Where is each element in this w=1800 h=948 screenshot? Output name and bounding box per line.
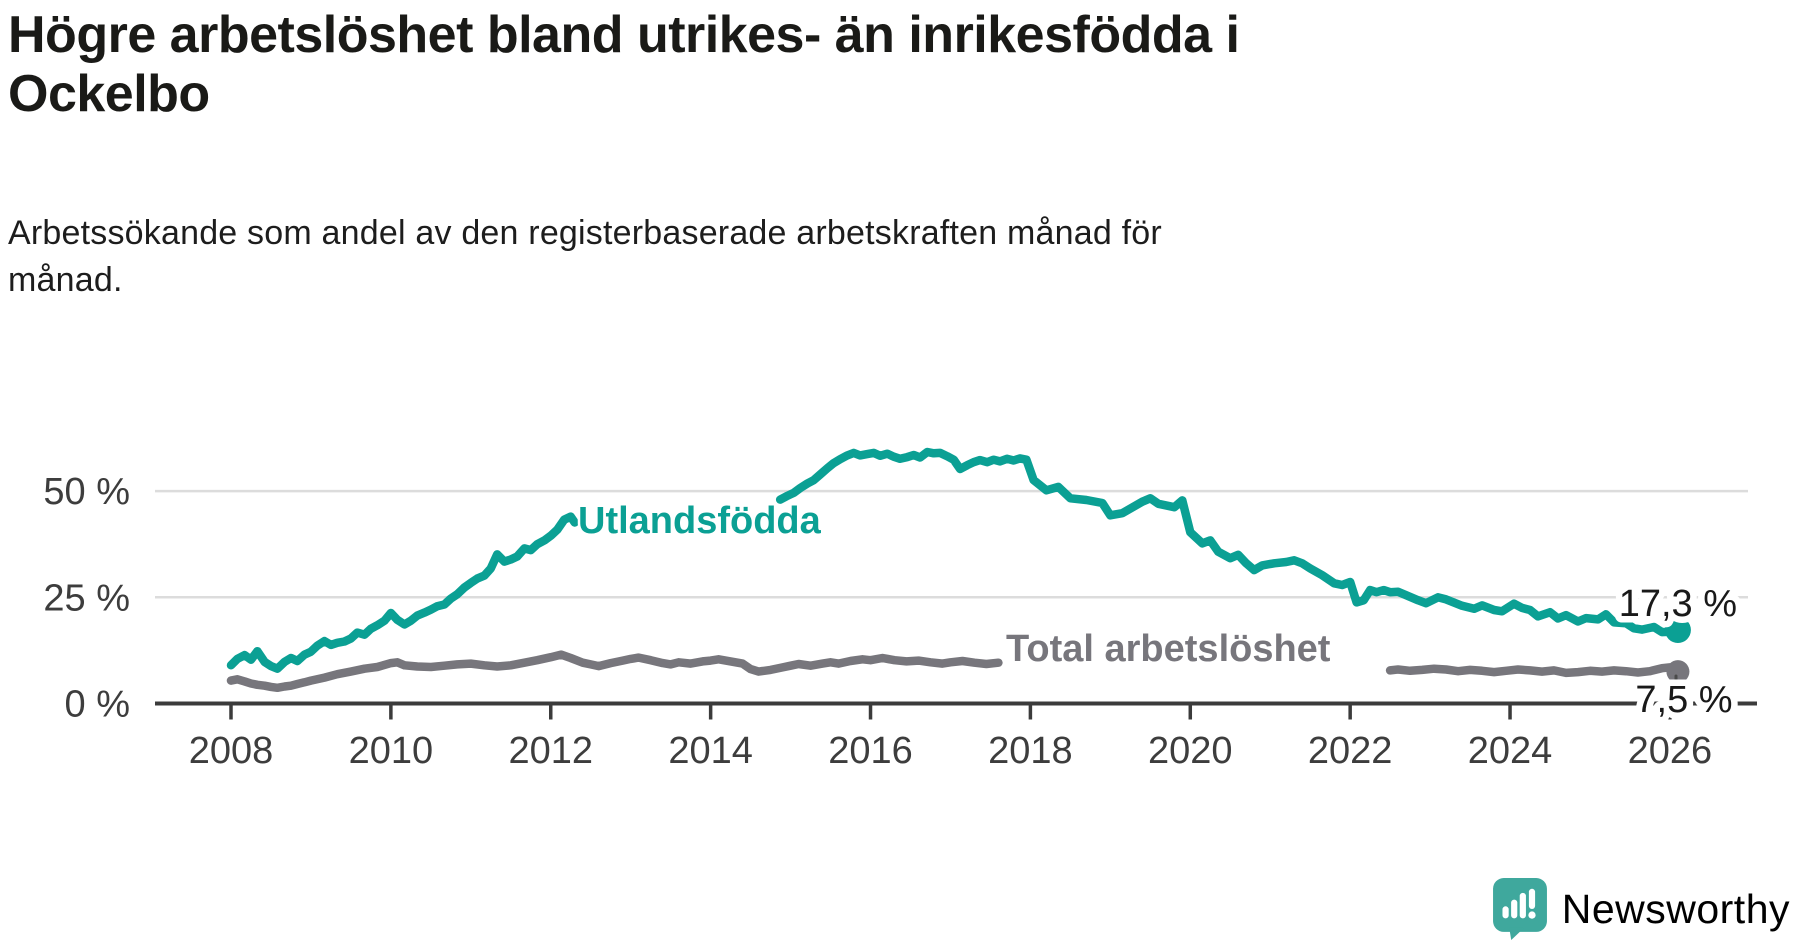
series-end-dot-utlandsfodda (1664, 617, 1691, 644)
page-title-line-2: Ockelbo (8, 65, 210, 124)
series-line-utlandsfodda-segment-1 (226, 512, 579, 673)
newsworthy-logo-icon (1492, 878, 1547, 940)
line-label-utlandsfodda: Utlandsfödda (578, 500, 822, 542)
y-tick-label-50: 50 % (43, 471, 130, 513)
logo-bar-1 (1502, 906, 1509, 919)
logo-bar-2 (1510, 899, 1518, 919)
series-line-total-segment-2 (1385, 663, 1683, 678)
x-tick-label-2008: 2008 (189, 730, 274, 772)
x-tick-label-2026: 2026 (1628, 730, 1713, 772)
series-line-total-segment-1 (226, 650, 1003, 693)
x-tick-label-2012: 2012 (508, 730, 593, 772)
line-label-total-arbetsloshet: Total arbetslöshet (1006, 628, 1331, 670)
x-tick-label-2018: 2018 (988, 730, 1073, 772)
series-line-utlandsfodda-segment-2 (775, 447, 1683, 637)
series-layer (226, 447, 1691, 693)
y-tick-label-25: 25 % (43, 577, 130, 619)
logo-bar-3 (1519, 892, 1526, 919)
x-tick-label-2016: 2016 (828, 730, 913, 772)
end-value-label-total: 7,5 % (1635, 679, 1732, 721)
speech-bubble-tail (1508, 927, 1524, 940)
end-value-label-utlandsfodda: 17,3 % (1619, 583, 1737, 625)
x-tick-label-2020: 2020 (1148, 730, 1233, 772)
x-tick-label-2024: 2024 (1468, 730, 1553, 772)
page-title-line-1: Högre arbetslöshet bland utrikes- än inr… (8, 6, 1240, 64)
chart-subtitle-line-2: månad. (8, 260, 123, 299)
x-tick-label-2022: 2022 (1308, 730, 1393, 772)
chart-subtitle: Arbetssökande som andel av den registerb… (8, 210, 1488, 304)
logo-exclamation-dot (1528, 911, 1536, 919)
y-tick-label-0: 0 % (65, 684, 130, 726)
gridlines-layer (155, 489, 1757, 720)
axis-tick-labels-layer: 0 % 25 % 50 % 2008 2010 2012 2014 2016 2018 2020 2… (43, 471, 1712, 772)
page-title: Högre arbetslöshet bland utrikes- än inr… (8, 6, 1568, 125)
x-tick-label-2010: 2010 (349, 730, 434, 772)
logo-exclamation-bar (1528, 888, 1535, 909)
brand-name: Newsworthy (1561, 885, 1790, 932)
series-end-dot-total (1666, 660, 1690, 684)
chart-subtitle-line-1: Arbetssökande som andel av den registerb… (8, 214, 1162, 252)
x-tick-label-2014: 2014 (668, 730, 753, 772)
newsworthy-brand[interactable]: Newsworthy (1492, 878, 1790, 940)
